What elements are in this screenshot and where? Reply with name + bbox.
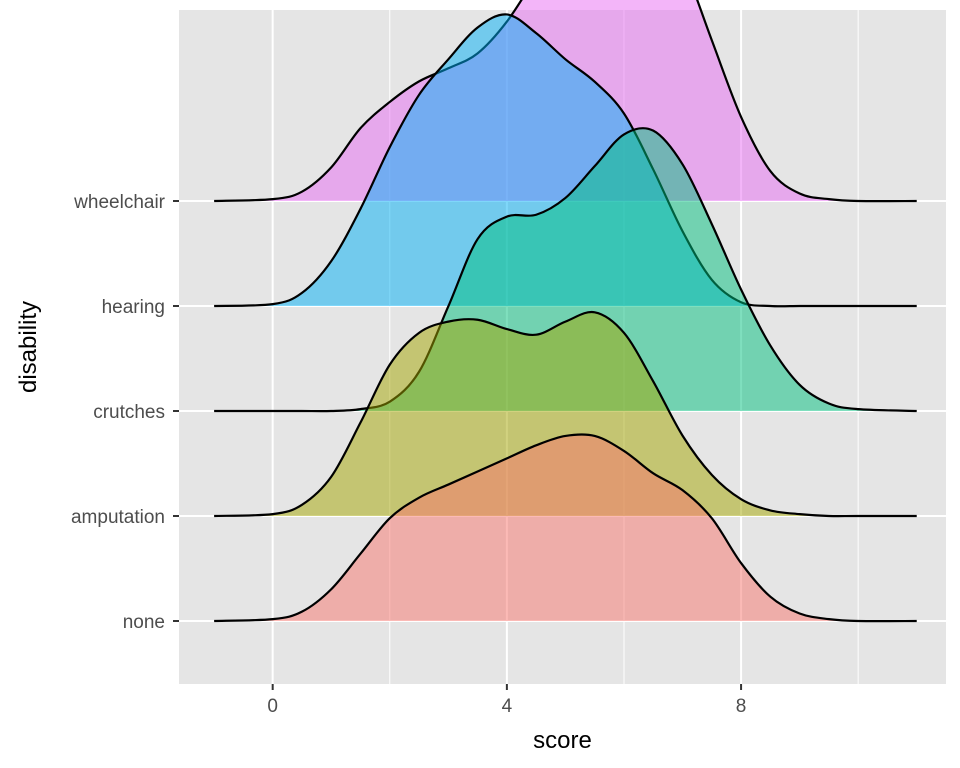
ridge-outline-hearing — [214, 13, 917, 308]
ridge-outline-wheelchair — [214, 0, 917, 203]
ridge-fill-crutches — [214, 128, 917, 412]
x-axis-title: score — [533, 727, 592, 754]
ridge-fill-amputation — [214, 311, 917, 517]
ridge-none — [214, 433, 917, 623]
x-tick-label: 0 — [267, 696, 278, 717]
y-axis: none amputation crutches hearing wheelchair — [71, 192, 179, 633]
y-tick-label: wheelchair — [73, 192, 165, 213]
y-tick-label: hearing — [102, 297, 165, 318]
x-tick-label: 4 — [502, 696, 513, 717]
ridge-crutches — [214, 126, 917, 413]
ridge-outline-none — [214, 433, 917, 623]
ridge-hearing — [214, 13, 917, 308]
ridge-outline-crutches — [214, 126, 917, 413]
x-tick-label: 8 — [736, 696, 747, 717]
ridge-outline-amputation — [214, 310, 917, 518]
ridge-amputation — [214, 310, 917, 518]
ridge-fill-none — [214, 434, 917, 622]
y-tick-label: none — [123, 612, 165, 633]
density-ridges — [214, 0, 917, 623]
y-axis-title: disability — [15, 301, 42, 393]
ridge-fill-hearing — [214, 14, 917, 307]
y-tick-label: amputation — [71, 507, 165, 528]
y-tick-label: crutches — [93, 402, 165, 423]
x-axis: 0 4 8 — [267, 684, 746, 717]
